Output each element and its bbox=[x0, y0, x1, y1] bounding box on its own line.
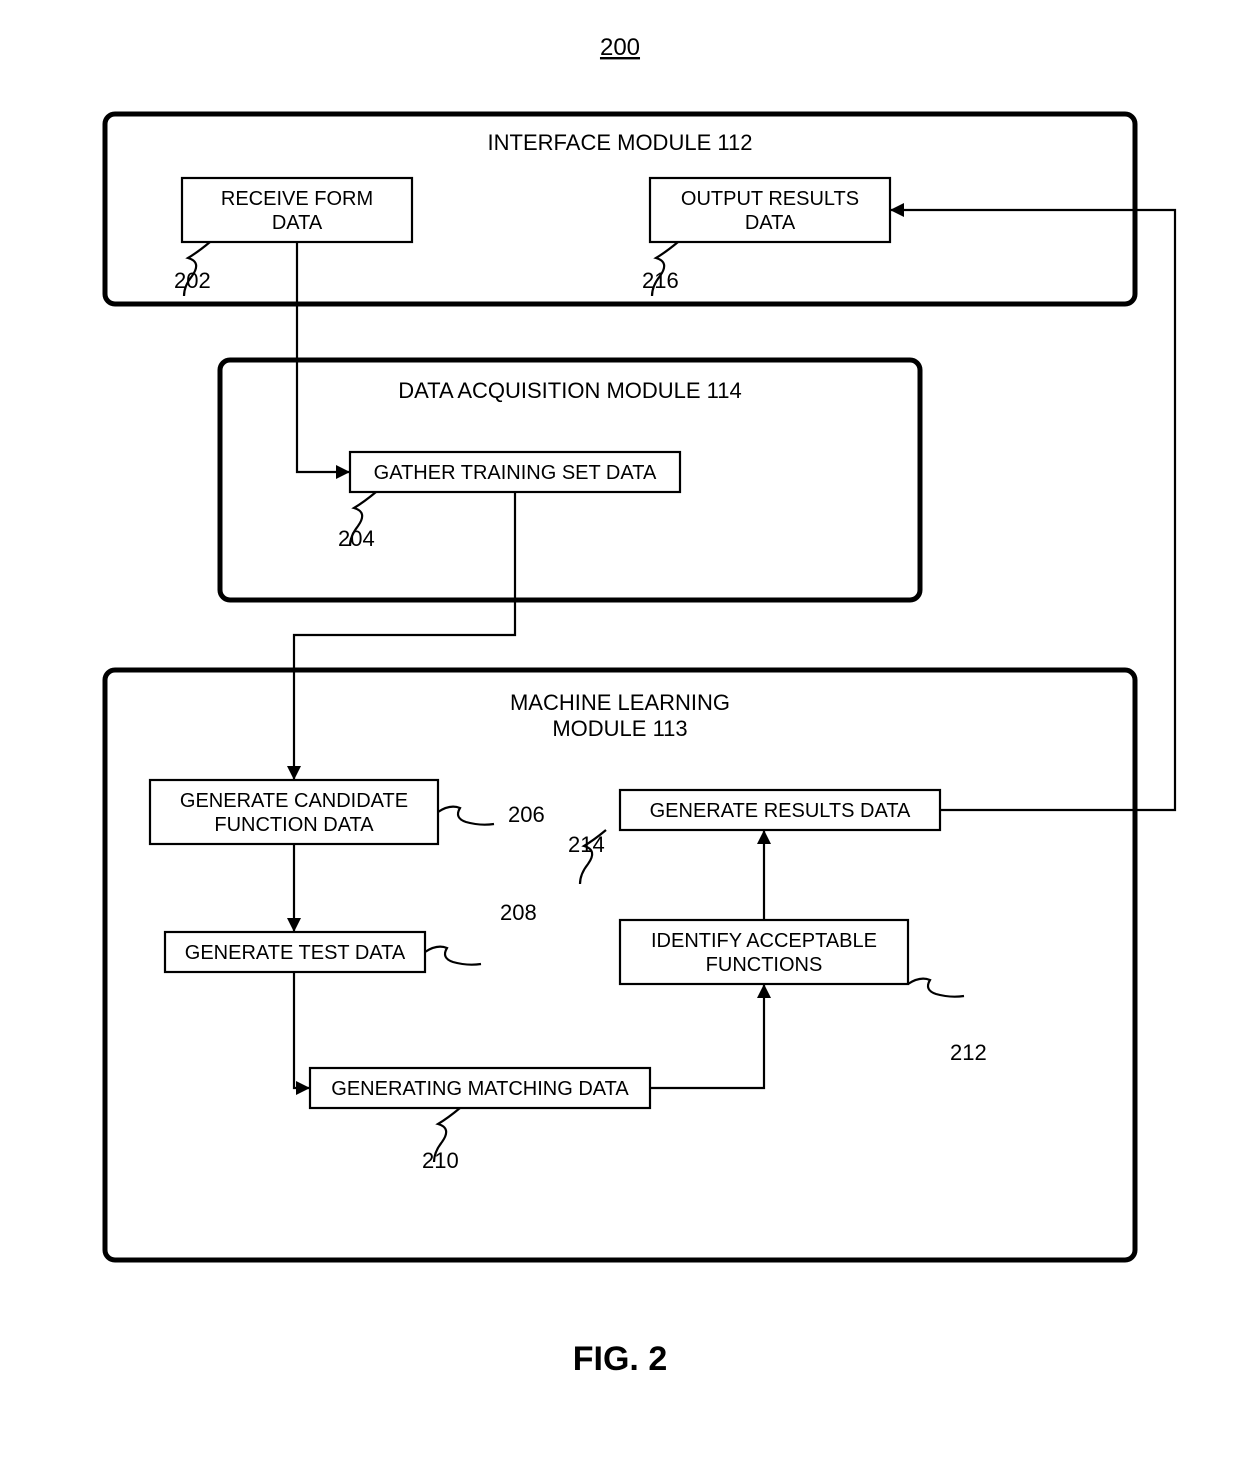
step-210-label: 210 bbox=[422, 1148, 459, 1173]
edge-n202-n204 bbox=[297, 242, 350, 472]
step-216-text-1: DATA bbox=[745, 212, 796, 234]
step-206-text-1: FUNCTION DATA bbox=[214, 814, 374, 836]
step-216-label: 216 bbox=[642, 268, 679, 293]
step-206-text-0: GENERATE CANDIDATE bbox=[180, 790, 408, 812]
figure-caption: FIG. 2 bbox=[573, 1340, 667, 1378]
step-212-leader bbox=[908, 979, 964, 997]
step-206-leader bbox=[438, 807, 494, 825]
step-202-text-1: DATA bbox=[272, 212, 323, 234]
module-interface-title: INTERFACE MODULE 112 bbox=[488, 130, 753, 155]
step-208-text-0: GENERATE TEST DATA bbox=[185, 942, 406, 964]
step-204-text-0: GATHER TRAINING SET DATA bbox=[374, 462, 657, 484]
step-208-leader bbox=[425, 947, 481, 965]
step-202-text-0: RECEIVE FORM bbox=[221, 188, 373, 210]
step-214-label: 214 bbox=[568, 832, 605, 857]
step-210-text-0: GENERATING MATCHING DATA bbox=[331, 1078, 629, 1100]
module-data_acq-title: DATA ACQUISITION MODULE 114 bbox=[398, 378, 742, 403]
step-212-text-0: IDENTIFY ACCEPTABLE bbox=[651, 930, 877, 952]
figure-number: 200 bbox=[600, 34, 640, 61]
step-212-text-1: FUNCTIONS bbox=[706, 954, 823, 976]
step-216-text-0: OUTPUT RESULTS bbox=[681, 188, 859, 210]
step-214-text-0: GENERATE RESULTS DATA bbox=[650, 800, 911, 822]
edge-n204-n206 bbox=[294, 492, 515, 780]
module-ml-title-l1: MACHINE LEARNING bbox=[510, 690, 730, 715]
module-ml-title-l2: MODULE 113 bbox=[552, 716, 687, 741]
step-212-label: 212 bbox=[950, 1040, 987, 1065]
step-204-label: 204 bbox=[338, 526, 375, 551]
step-202-label: 202 bbox=[174, 268, 211, 293]
step-206-label: 206 bbox=[508, 802, 545, 827]
edge-n210-n212 bbox=[650, 984, 764, 1088]
step-208-label: 208 bbox=[500, 900, 537, 925]
edge-n208-n210 bbox=[294, 972, 310, 1088]
